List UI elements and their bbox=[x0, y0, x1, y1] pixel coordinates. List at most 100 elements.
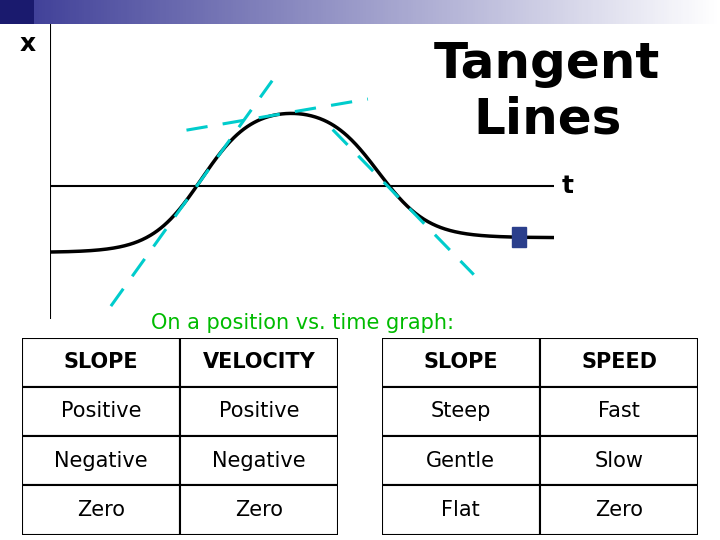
Bar bbox=[599, 0, 602, 24]
Bar bbox=[289, 0, 292, 24]
Bar bbox=[467, 0, 469, 24]
Bar bbox=[450, 0, 453, 24]
Bar bbox=[338, 0, 341, 24]
Bar bbox=[65, 0, 68, 24]
Text: Zero: Zero bbox=[77, 500, 125, 520]
Bar bbox=[180, 485, 338, 535]
Bar bbox=[42, 0, 45, 24]
Bar bbox=[37, 0, 40, 24]
Bar bbox=[301, 0, 304, 24]
Bar bbox=[0, 0, 34, 24]
Bar bbox=[50, 0, 53, 24]
Bar bbox=[214, 0, 217, 24]
Bar bbox=[552, 0, 554, 24]
Bar bbox=[649, 0, 652, 24]
Bar bbox=[664, 0, 667, 24]
Bar bbox=[394, 0, 397, 24]
Bar bbox=[284, 0, 287, 24]
Bar bbox=[543, 0, 546, 24]
Bar bbox=[444, 0, 447, 24]
Bar bbox=[194, 0, 197, 24]
Bar bbox=[295, 0, 298, 24]
Bar bbox=[171, 0, 174, 24]
Bar bbox=[611, 0, 613, 24]
Bar bbox=[661, 0, 664, 24]
Bar bbox=[81, 0, 84, 24]
Bar bbox=[273, 0, 276, 24]
Bar bbox=[590, 0, 593, 24]
Bar bbox=[59, 0, 62, 24]
Bar bbox=[546, 0, 549, 24]
Bar bbox=[540, 485, 698, 535]
Bar bbox=[686, 0, 689, 24]
Text: VELOCITY: VELOCITY bbox=[203, 352, 315, 372]
Bar bbox=[186, 0, 189, 24]
Bar bbox=[236, 0, 239, 24]
Bar bbox=[672, 0, 675, 24]
Bar bbox=[636, 0, 639, 24]
Bar bbox=[248, 0, 251, 24]
Bar bbox=[397, 0, 400, 24]
Bar bbox=[332, 0, 335, 24]
Bar bbox=[408, 0, 410, 24]
Bar bbox=[382, 387, 540, 436]
Bar bbox=[498, 0, 500, 24]
Text: Negative: Negative bbox=[212, 451, 306, 471]
Bar bbox=[580, 0, 582, 24]
Bar bbox=[318, 0, 320, 24]
Bar bbox=[419, 0, 422, 24]
Bar bbox=[282, 0, 284, 24]
Bar bbox=[630, 0, 633, 24]
Bar bbox=[228, 0, 230, 24]
Bar bbox=[667, 0, 670, 24]
Bar bbox=[360, 0, 363, 24]
Bar bbox=[372, 0, 374, 24]
Bar bbox=[22, 0, 25, 24]
Bar bbox=[146, 0, 149, 24]
Bar bbox=[242, 0, 245, 24]
Bar bbox=[343, 0, 346, 24]
Bar bbox=[537, 0, 540, 24]
Bar bbox=[109, 0, 112, 24]
Bar bbox=[310, 0, 312, 24]
Bar bbox=[6, 0, 9, 24]
Bar bbox=[189, 0, 192, 24]
Text: Flat: Flat bbox=[441, 500, 480, 520]
Bar bbox=[495, 0, 498, 24]
Bar bbox=[76, 0, 78, 24]
Bar bbox=[469, 0, 472, 24]
Bar bbox=[199, 0, 202, 24]
Bar bbox=[107, 0, 109, 24]
Bar bbox=[202, 0, 205, 24]
Bar bbox=[174, 0, 177, 24]
Bar bbox=[481, 0, 484, 24]
Bar bbox=[56, 0, 59, 24]
Bar bbox=[433, 0, 436, 24]
Bar bbox=[487, 0, 490, 24]
Bar bbox=[140, 0, 143, 24]
Bar bbox=[484, 0, 487, 24]
Bar bbox=[68, 0, 71, 24]
Bar bbox=[714, 0, 717, 24]
Bar bbox=[34, 0, 37, 24]
Bar bbox=[102, 0, 104, 24]
Bar bbox=[436, 0, 438, 24]
Bar bbox=[323, 0, 326, 24]
Bar bbox=[211, 0, 214, 24]
Bar bbox=[93, 0, 96, 24]
Bar bbox=[605, 0, 608, 24]
Bar bbox=[438, 0, 441, 24]
Bar bbox=[45, 0, 48, 24]
Bar bbox=[104, 0, 107, 24]
Text: Gentle: Gentle bbox=[426, 451, 495, 471]
Bar bbox=[618, 0, 621, 24]
Bar bbox=[112, 0, 115, 24]
Bar bbox=[464, 0, 467, 24]
Bar bbox=[0, 0, 3, 24]
Bar bbox=[307, 0, 310, 24]
Bar bbox=[708, 0, 711, 24]
Text: SLOPE: SLOPE bbox=[423, 352, 498, 372]
Bar bbox=[639, 0, 642, 24]
Bar bbox=[388, 0, 391, 24]
Bar bbox=[276, 0, 279, 24]
